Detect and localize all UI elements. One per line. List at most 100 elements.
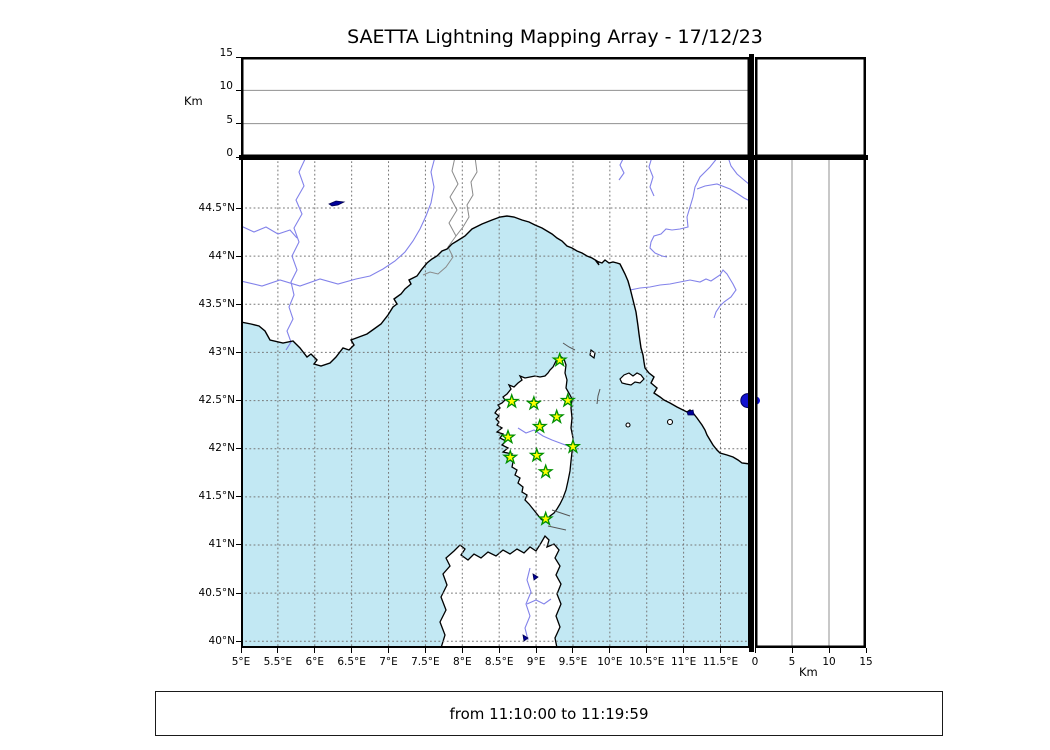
lat-tick (236, 448, 241, 450)
lon-tick-label: 10.5°E (629, 656, 665, 668)
lat-tick-label: 41°N (208, 538, 235, 551)
mainland-coastline (241, 215, 750, 465)
right-km-tick (791, 648, 793, 653)
lat-tick-label: 42°N (208, 442, 235, 455)
right-km-tick-label: 15 (859, 656, 873, 668)
top-km-tick (236, 123, 241, 125)
sea-fill (241, 216, 750, 648)
lon-tick-label: 7.5°E (411, 656, 440, 668)
lon-tick (719, 648, 721, 653)
right-km-tick-label: 0 (751, 656, 759, 668)
elba-island (619, 372, 645, 386)
rivers (241, 157, 750, 641)
lon-tick-label: 11°E (670, 656, 697, 668)
lat-tick (236, 544, 241, 546)
lma-station-star (537, 463, 554, 479)
map-panel (241, 157, 750, 648)
lat-tick (236, 255, 241, 257)
lon-tick-label: 6.5°E (337, 656, 366, 668)
lon-tick-label: 9.5°E (558, 656, 588, 668)
lightning-source-dot (740, 393, 750, 409)
lat-tick (236, 496, 241, 498)
lma-station-star (531, 418, 548, 434)
lon-tick (609, 648, 611, 653)
lightning-source-dots (740, 393, 750, 409)
lat-tick-label: 40.5°N (198, 586, 235, 599)
giglio-island (666, 418, 674, 426)
top-km-tick (236, 89, 241, 91)
lon-tick (388, 648, 390, 653)
lon-tick (683, 648, 685, 653)
lma-station-star (548, 408, 565, 424)
lon-tick-label: 8.5°E (484, 656, 514, 668)
lon-tick-label: 5.5°E (263, 656, 293, 668)
lon-tick (424, 648, 426, 653)
lon-tick (498, 648, 500, 653)
lma-station-star (499, 428, 517, 445)
lma-station-star (564, 438, 582, 454)
pianosa-island (625, 422, 631, 428)
lat-tick-label: 44°N (208, 249, 235, 262)
map-line-artifacts (547, 342, 601, 531)
corner-panel (755, 57, 866, 157)
lat-tick-label: 42.5°N (198, 394, 235, 407)
lon-tick-label: 11.5°E (702, 656, 739, 668)
lma-station-star (525, 394, 543, 411)
lon-tick-label: 8°E (453, 656, 472, 668)
lon-tick-label: 9°E (526, 656, 546, 668)
lma-station-star (559, 391, 577, 408)
lon-tick (277, 648, 279, 653)
figure-title: SAETTA Lightning Mapping Array - 17/12/2… (347, 26, 763, 48)
top-km-tick-label: 15 (219, 47, 233, 59)
country-borders (422, 157, 478, 276)
lat-tick-label: 43°N (208, 345, 235, 358)
map-gridlines (241, 157, 750, 648)
lat-tick (236, 207, 241, 209)
lon-tick (351, 648, 353, 653)
km-axis-label-top: Km (184, 94, 203, 108)
lon-tick (646, 648, 648, 653)
lon-tick (572, 648, 574, 653)
lat-tick (236, 351, 241, 353)
lon-tick (535, 648, 537, 653)
lma-station-star (551, 351, 568, 368)
top-km-tick (236, 56, 241, 58)
altitude-longitude-panel (241, 57, 750, 157)
top-panel-gridlines (243, 89, 748, 125)
altitude-latitude-panel (755, 157, 866, 648)
right-panel-gridlines (791, 159, 830, 646)
lma-station-star (528, 446, 545, 463)
top-km-tick-label: 0 (226, 147, 233, 159)
lon-tick (240, 648, 242, 653)
lat-tick-label: 41.5°N (198, 490, 235, 503)
right-km-tick (754, 648, 756, 653)
lat-tick (236, 400, 241, 402)
time-range-status-box: from 11:10:00 to 11:19:59 (155, 691, 943, 736)
top-km-tick (236, 156, 241, 158)
lon-tick-label: 6°E (305, 656, 325, 668)
vertical-separator-bar (748, 54, 754, 652)
lma-station-star (537, 510, 554, 526)
lon-tick (461, 648, 463, 653)
lat-tick (236, 303, 241, 305)
km-axis-label-right: Km (799, 665, 818, 679)
sardinia-coastline (439, 534, 562, 648)
lat-tick (236, 592, 241, 594)
top-km-tick-label: 10 (219, 80, 233, 93)
top-km-tick-label: 5 (226, 113, 233, 126)
lma-station-star (503, 392, 520, 409)
lon-tick-label: 10°E (597, 656, 623, 668)
right-km-tick-label: 5 (788, 656, 796, 668)
lat-tick-label: 44.5°N (198, 201, 235, 214)
horizontal-separator-bar (239, 154, 868, 160)
time-range-text: from 11:10:00 to 11:19:59 (449, 704, 649, 723)
lon-tick (314, 648, 316, 653)
right-km-tick (828, 648, 830, 653)
lakes (328, 200, 695, 642)
lma-station-star (502, 448, 519, 465)
station-markers (499, 351, 582, 526)
lat-tick-label: 43.5°N (198, 297, 235, 310)
lon-tick-label: 5°E (231, 656, 251, 668)
lat-tick (236, 640, 241, 642)
